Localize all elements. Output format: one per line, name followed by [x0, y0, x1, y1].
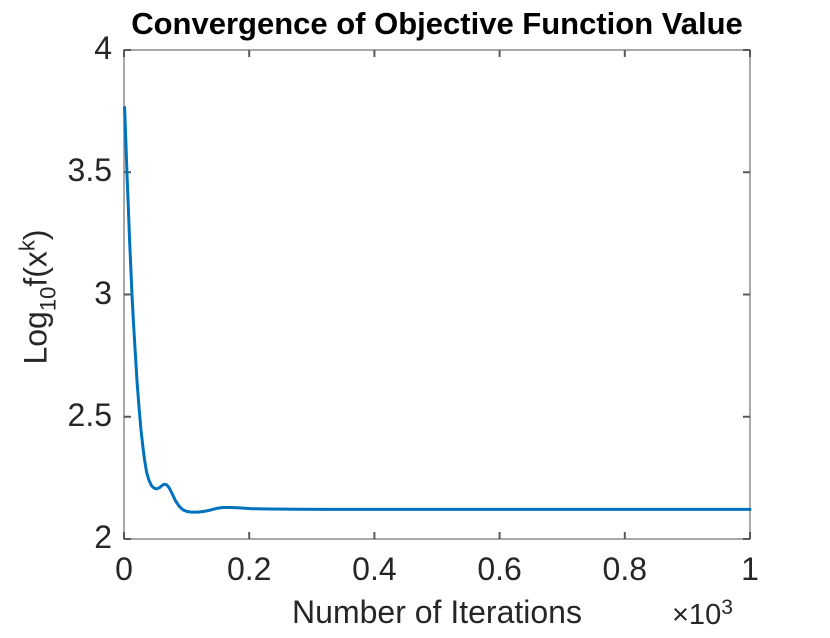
y-tick-label: 2 — [94, 519, 112, 555]
x-tick-label: 1 — [741, 551, 759, 587]
y-axis-label-text: Log — [17, 311, 54, 365]
x-tick-label: 0.6 — [477, 551, 522, 587]
x-axis-exponent: ×103 — [672, 596, 733, 635]
x-axis-exponent-power: 3 — [721, 596, 733, 619]
y-tick-label: 4 — [94, 30, 112, 66]
x-axis-label: Number of Iterations — [292, 594, 582, 630]
x-tick-label: 0.8 — [602, 551, 648, 587]
chart-title: Convergence of Objective Function Value — [131, 6, 743, 41]
y-tick-label: 3 — [94, 274, 112, 311]
y-tick-label: 2.5 — [67, 396, 112, 433]
y-axis-label-superscript: k — [14, 240, 40, 252]
y-tick-label: 3.5 — [67, 152, 112, 189]
axes-box — [123, 49, 751, 540]
y-axis-label-text: ) — [17, 229, 54, 241]
convergence-line — [123, 106, 752, 514]
x-tick-label: 0 — [115, 551, 133, 587]
x-tick-label: 0.4 — [352, 551, 397, 587]
x-tick-label: 0.2 — [226, 551, 272, 587]
x-axis-exponent-base: ×10 — [672, 599, 722, 631]
